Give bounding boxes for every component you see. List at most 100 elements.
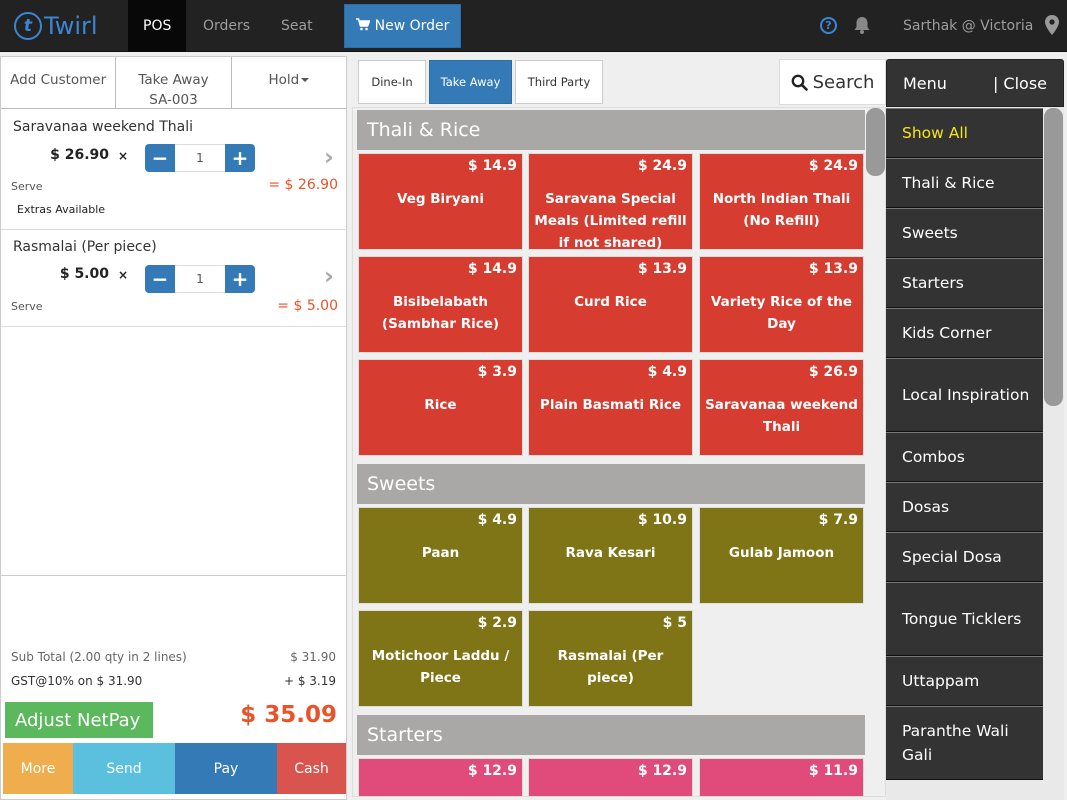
cart-icon [355, 17, 371, 35]
take-away-button[interactable]: Take Away [429, 60, 512, 104]
product-tile[interactable]: $ 24.9 North Indian Thali (No Refill) [699, 153, 864, 250]
menu-close-button[interactable]: | Close [992, 74, 1047, 93]
quantity-stepper: − 1 + [145, 265, 255, 293]
logo[interactable]: t Twirl [14, 9, 98, 43]
nav-pos[interactable]: POS [128, 0, 187, 52]
chevron-right-icon[interactable]: › [324, 143, 334, 171]
category-header: Sweets [357, 464, 865, 504]
product-price: $ 7.9 [818, 512, 858, 528]
user-location-label[interactable]: Sarthak @ Victoria [903, 18, 1034, 34]
product-price: $ 14.9 [467, 158, 517, 174]
search-button[interactable]: Search [779, 59, 886, 105]
increment-button[interactable]: + [225, 144, 255, 172]
product-tile[interactable]: $ 13.9 Variety Rice of the Day [699, 256, 864, 353]
tax-row: GST@10% on $ 31.90 + $ 3.19 [11, 674, 336, 688]
multiply-icon: × [118, 149, 129, 163]
pay-button[interactable]: Pay [175, 743, 277, 794]
menu-item[interactable]: Local Inspiration [886, 358, 1043, 432]
action-buttons: More Send Pay Cash [3, 743, 346, 794]
quantity-input[interactable]: 1 [175, 144, 225, 172]
line-item-unit-price: $ 5.00 [59, 266, 109, 282]
menu-item[interactable]: Show All [886, 108, 1043, 158]
hold-dropdown[interactable]: Hold [232, 57, 346, 108]
menu-item[interactable]: Combos [886, 432, 1043, 482]
order-tabs: Add Customer Take Away SA-003 Hold [1, 57, 346, 109]
order-type-tab[interactable]: Take Away SA-003 [116, 57, 232, 108]
product-tile[interactable]: $ 11.9 [699, 758, 864, 796]
menu-item[interactable]: Starters [886, 258, 1043, 308]
product-tile[interactable]: $ 10.9 Rava Kesari [528, 507, 693, 604]
menu-item[interactable]: Kids Corner [886, 308, 1043, 358]
order-line-item[interactable]: Rasmalai (Per piece) $ 5.00 × › Serve = … [1, 230, 346, 327]
product-name: Motichoor Laddu / Piece [371, 648, 510, 686]
product-tile[interactable]: $ 3.9 Rice [358, 359, 523, 456]
add-customer-label: Add Customer [10, 72, 107, 88]
adjust-netpay-button[interactable]: Adjust NetPay [5, 702, 153, 738]
product-tile[interactable]: $ 13.9 Curd Rice [528, 256, 693, 353]
menu-item[interactable]: Special Dosa [886, 532, 1043, 582]
category-header: Starters [357, 715, 865, 755]
product-tile[interactable]: $ 12.9 [528, 758, 693, 796]
product-price: $ 4.9 [477, 512, 517, 528]
product-tile[interactable]: $ 5 Rasmalai (Per piece) [528, 610, 693, 707]
dine-in-button[interactable]: Dine-In [358, 60, 426, 104]
category-header: Thali & Rice [357, 110, 865, 150]
nav-seat[interactable]: Seat [281, 18, 313, 34]
chevron-right-icon[interactable]: › [324, 262, 334, 290]
nav-orders[interactable]: Orders [203, 18, 251, 34]
quantity-input[interactable]: 1 [175, 265, 225, 293]
send-button[interactable]: Send [73, 743, 175, 794]
more-button[interactable]: More [3, 743, 73, 794]
order-line-item[interactable]: Saravanaa weekend Thali $ 26.90 × › Serv… [1, 109, 346, 230]
product-tile[interactable]: $ 14.9 Veg Biryani [358, 153, 523, 250]
bell-icon[interactable] [852, 15, 872, 39]
tax-value: + $ 3.19 [283, 674, 336, 688]
menu-item[interactable]: Uttappam [886, 656, 1043, 706]
menu-header: Menu | Close [886, 59, 1064, 107]
product-name: North Indian Thali (No Refill) [712, 191, 851, 229]
line-item-total: = $ 26.90 [268, 177, 338, 193]
serve-label[interactable]: Serve [11, 300, 43, 313]
menu-item[interactable]: Sweets [886, 208, 1043, 258]
serve-label[interactable]: Serve [11, 180, 43, 193]
product-tile[interactable]: $ 12.9 [358, 758, 523, 796]
product-tile[interactable]: $ 4.9 Plain Basmati Rice [528, 359, 693, 456]
product-tile[interactable]: $ 14.9 Bisibelabath (Sambhar Rice) [358, 256, 523, 353]
product-tile[interactable]: $ 24.9 Saravana Special Meals (Limited re… [528, 153, 693, 251]
product-tile[interactable]: $ 4.9 Paan [358, 507, 523, 604]
extras-available-link[interactable]: Extras Available [17, 203, 106, 216]
help-icon[interactable]: ? [820, 17, 837, 34]
menu-scrollbar[interactable] [1044, 108, 1063, 798]
scrollbar-thumb[interactable] [1044, 108, 1063, 406]
product-tile[interactable]: $ 7.9 Gulab Jamoon [699, 507, 864, 604]
multiply-icon: × [118, 268, 129, 282]
new-order-label: New Order [374, 18, 450, 34]
add-customer-button[interactable]: Add Customer [1, 57, 117, 108]
menu-item[interactable]: Paranthe Wali Gali [886, 706, 1043, 780]
decrement-button[interactable]: − [145, 265, 175, 293]
caret-down-icon [301, 78, 310, 82]
increment-button[interactable]: + [225, 265, 255, 293]
product-grid-scrollbar[interactable] [866, 108, 885, 798]
third-party-button[interactable]: Third Party [515, 60, 603, 104]
product-price: $ 4.9 [647, 364, 687, 380]
menu-item[interactable]: Tongue Ticklers [886, 582, 1043, 656]
decrement-button[interactable]: − [145, 144, 175, 172]
order-panel: Add Customer Take Away SA-003 Hold Sarav… [0, 56, 347, 800]
product-tile[interactable]: $ 26.9 Saravanaa weekend Thali [699, 359, 864, 456]
product-price: $ 13.9 [637, 261, 687, 277]
logo-icon: t [14, 12, 42, 40]
product-tile[interactable]: $ 2.9 Motichoor Laddu / Piece [358, 610, 523, 707]
cash-button[interactable]: Cash [277, 743, 346, 794]
scrollbar-thumb[interactable] [866, 108, 885, 176]
product-grid: Thali & Rice $ 14.9 Veg Biryani $ 24.9 Sarav… [352, 107, 886, 797]
menu-item[interactable]: Dosas [886, 482, 1043, 532]
line-item-total: = $ 5.00 [277, 298, 338, 314]
logo-text: Twirl [44, 12, 98, 40]
net-total: $ 35.09 [240, 702, 337, 728]
menu-item[interactable]: Thali & Rice [886, 158, 1043, 208]
line-item-name: Saravanaa weekend Thali [13, 119, 194, 135]
line-item-name: Rasmalai (Per piece) [13, 239, 157, 255]
product-name: Curd Rice [574, 294, 647, 310]
new-order-button[interactable]: New Order [344, 4, 461, 48]
